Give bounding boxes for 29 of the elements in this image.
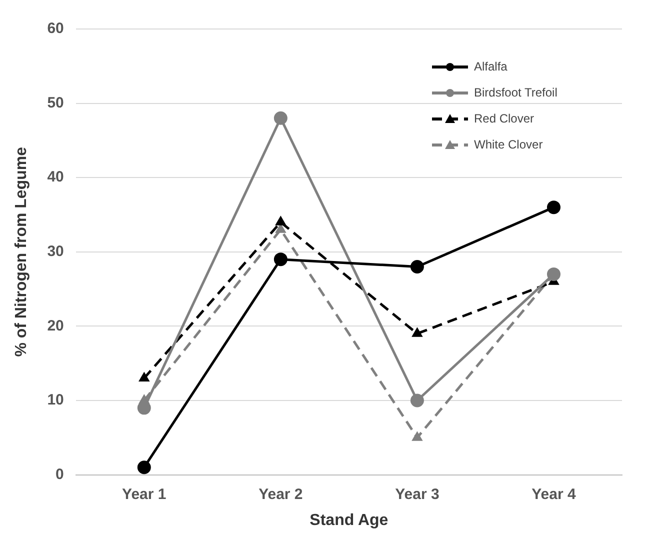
point [412,432,422,441]
point [137,460,151,474]
point [410,394,424,408]
y-axis-title: % of Nitrogen from Legume [13,146,30,357]
legend-label: Birdsfoot Trefoil [474,85,558,100]
y-tick-label: 30 [47,243,64,260]
y-tick-label: 0 [56,466,64,483]
x-tick-label: Year 1 [122,486,166,503]
point [274,111,288,125]
point [546,267,560,281]
y-tick-label: 50 [47,94,64,112]
point [546,200,560,214]
x-tick-label: Year 3 [395,486,440,503]
point [274,252,288,266]
x-axis-title: Stand Age [310,512,388,529]
x-tick-label: Year 4 [532,486,576,503]
point [139,372,149,382]
legend-label: Red Clover [474,111,534,126]
y-tick-label: 20 [47,317,64,334]
point [412,328,422,337]
y-tick-label: 10 [47,392,64,409]
y-tick-label: 40 [47,168,64,186]
point [276,224,286,233]
point [276,216,286,226]
x-tick-label: Year 2 [258,486,303,503]
legend-label: Alfalfa [474,59,508,74]
legend-label: White Clover [474,137,543,152]
point [410,260,424,274]
y-tick-label: 60 [47,20,64,38]
